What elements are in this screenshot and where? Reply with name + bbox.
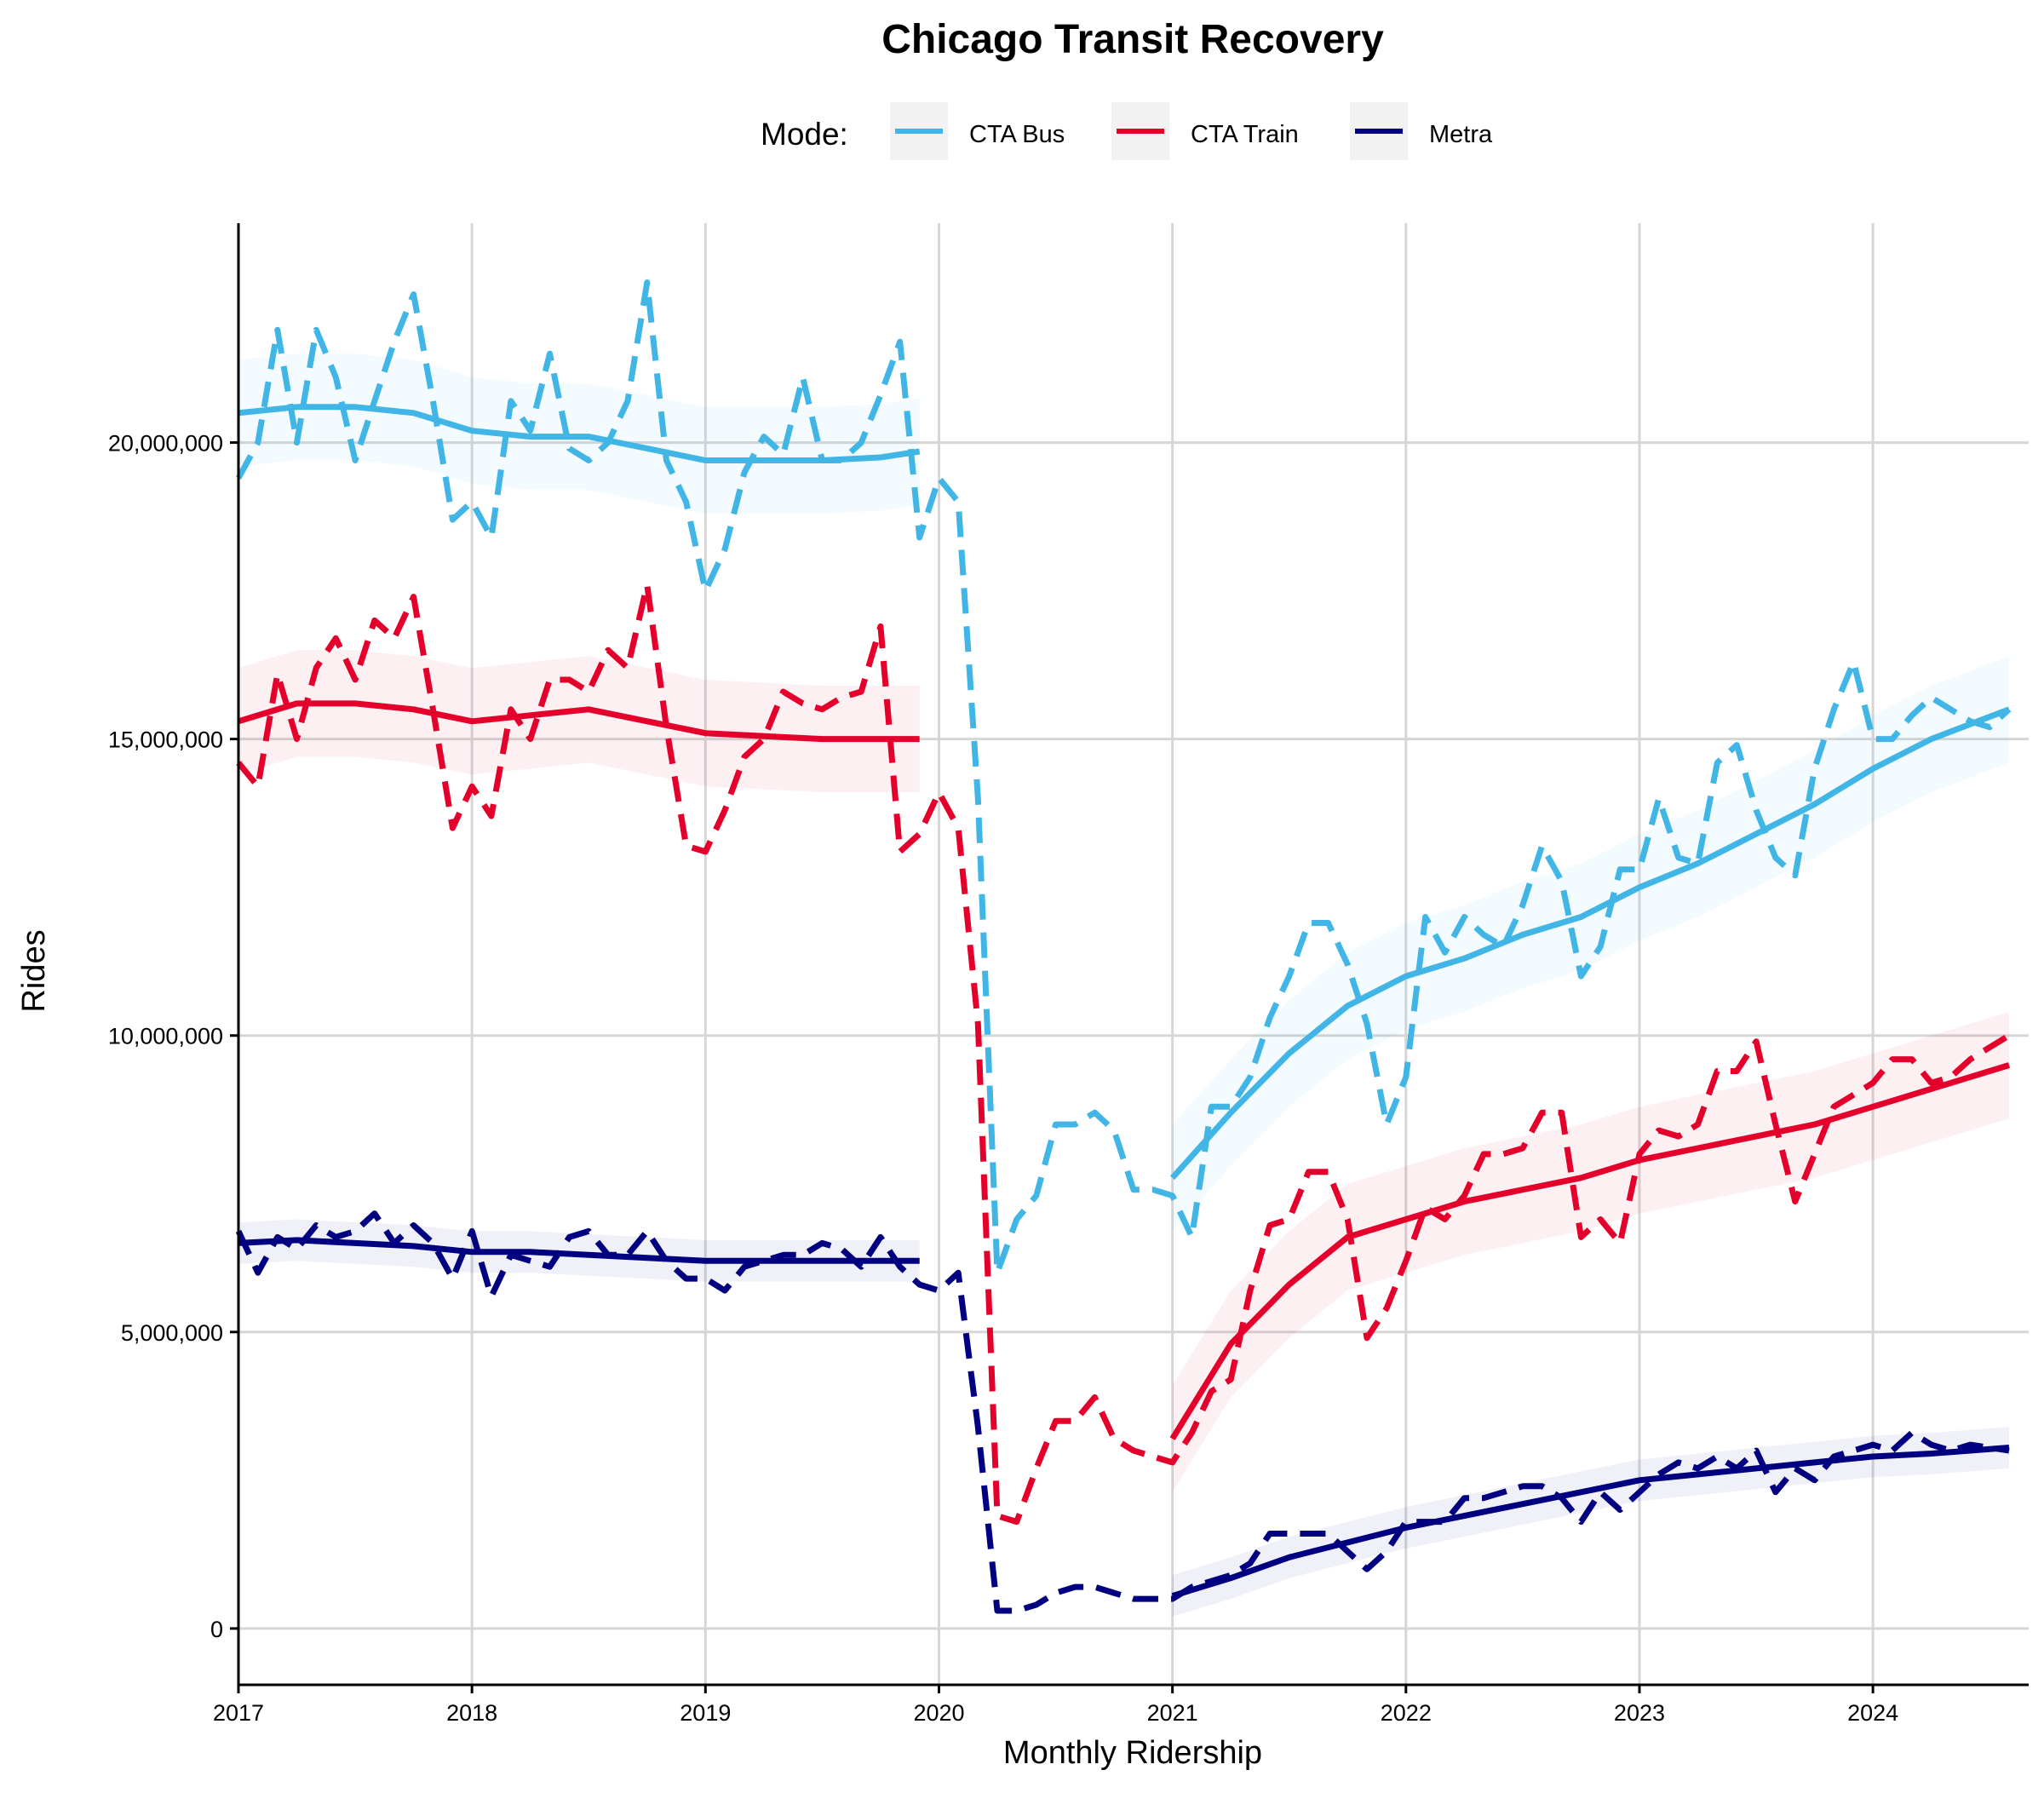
y-tick-label: 15,000,000: [108, 727, 223, 753]
confidence-band-cta-bus: [1172, 656, 2009, 1232]
legend: Mode: CTA Bus CTA Train Metra: [761, 102, 1493, 160]
legend-label-metra: Metra: [1429, 121, 1493, 148]
trend-line-metra: [1171, 1445, 2010, 1599]
y-tick-label: 10,000,000: [108, 1024, 223, 1049]
x-axis-title: Monthly Ridership: [1003, 1735, 1262, 1771]
y-tick-label: 5,000,000: [121, 1320, 223, 1346]
confidence-band-cta-train: [238, 650, 920, 793]
trend-line-cta-train: [237, 700, 920, 743]
legend-item-cta-bus: CTA Bus: [890, 102, 1065, 160]
trend-line-cta-train: [1169, 1062, 2011, 1440]
axes: 0 5,000,000 10,000,000 15,000,000 20,000,000…: [108, 223, 2029, 1726]
x-tick-label: 2018: [446, 1700, 497, 1726]
series-line-metra: [235, 1210, 2010, 1614]
trend-line-cta-bus: [1169, 706, 2011, 1181]
legend-item-metra: Metra: [1350, 102, 1493, 160]
legend-item-cta-train: CTA Train: [1111, 102, 1299, 160]
confidence-band-cta-train: [1172, 1011, 2009, 1492]
x-tick-label: 2024: [1847, 1700, 1898, 1726]
x-tick-label: 2020: [913, 1700, 964, 1726]
chart-title: Chicago Transit Recovery: [881, 17, 1384, 62]
x-tick-label: 2022: [1381, 1700, 1432, 1726]
trend-line-cta-bus: [238, 404, 921, 463]
y-tick-label: 0: [210, 1617, 223, 1642]
y-axis-title: Rides: [16, 929, 52, 1012]
y-tick-label: 20,000,000: [108, 431, 223, 457]
x-tick-label: 2023: [1614, 1700, 1665, 1726]
legend-label-cta-bus: CTA Bus: [969, 121, 1065, 148]
series-lines: [235, 279, 2012, 1614]
legend-title: Mode:: [761, 117, 848, 152]
x-tick-label: 2019: [680, 1700, 731, 1726]
legend-label-cta-train: CTA Train: [1191, 121, 1299, 148]
trend-line-metra: [238, 1237, 920, 1264]
x-tick-label: 2021: [1147, 1700, 1198, 1726]
x-tick-label: 2017: [213, 1700, 264, 1726]
series-line-cta-bus: [235, 279, 2012, 1276]
series-line-cta-train: [236, 582, 2011, 1526]
